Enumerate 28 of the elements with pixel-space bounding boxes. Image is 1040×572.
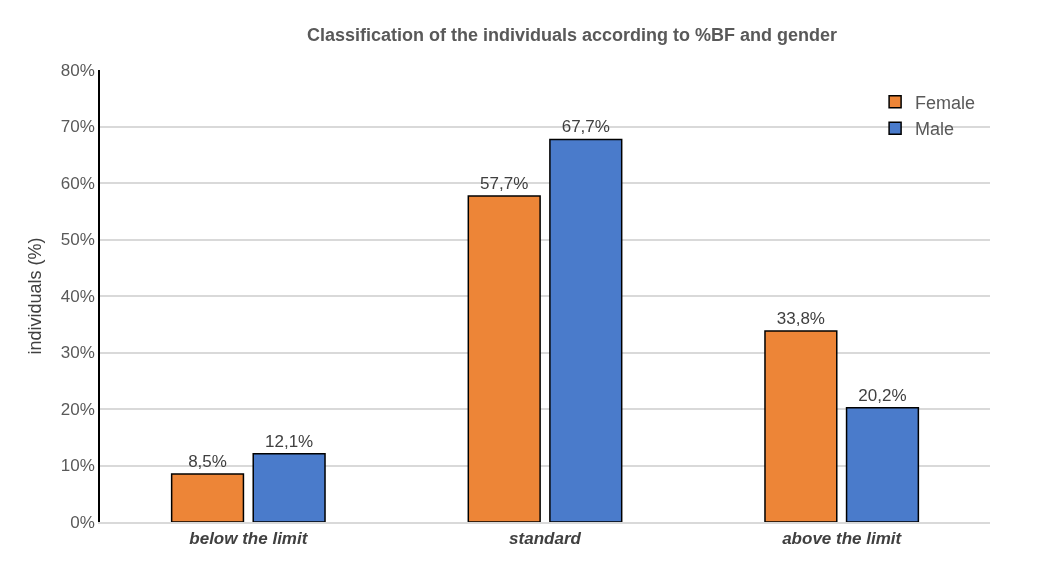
y-tick-label: 10%: [60, 456, 95, 476]
y-tick-label: 60%: [60, 173, 95, 193]
bar: [170, 473, 245, 522]
bar: [467, 195, 541, 522]
y-tick-label: 40%: [60, 286, 95, 306]
y-tick-label: 80%: [60, 60, 95, 80]
bar: [764, 330, 838, 522]
y-tick-label: 20%: [60, 399, 95, 419]
data-label: 67,7%: [561, 117, 610, 137]
y-axis-title: individuals (%): [24, 237, 45, 355]
y-tick-label: 70%: [60, 117, 95, 137]
data-label: 12,1%: [265, 431, 314, 451]
chart-title: Classification of the individuals according to %BF and gender: [306, 25, 838, 46]
bar: [549, 138, 623, 522]
legend-label: Male: [915, 119, 955, 140]
data-label: 33,8%: [776, 309, 825, 329]
x-tick-label: standard: [509, 529, 582, 549]
y-tick-label: 50%: [60, 230, 95, 250]
data-label: 20,2%: [858, 385, 907, 405]
data-label: 57,7%: [480, 173, 529, 193]
bar: [845, 407, 920, 522]
legend-label: Female: [915, 92, 976, 113]
bar: [252, 452, 326, 522]
y-tick-label: 0%: [70, 512, 95, 532]
data-label: 8,5%: [188, 451, 227, 471]
x-tick-label: above the limit: [782, 529, 903, 549]
x-tick-label: below the limit: [189, 529, 309, 549]
y-tick-label: 30%: [60, 343, 95, 363]
